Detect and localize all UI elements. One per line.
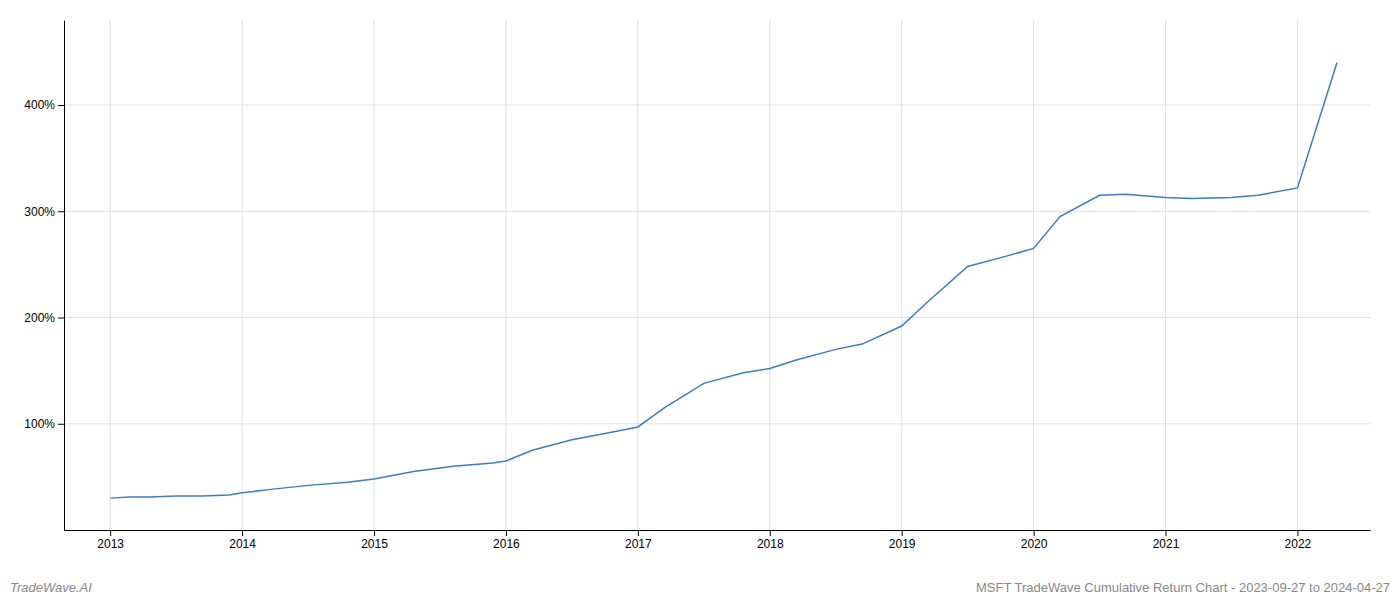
tick-mark xyxy=(506,530,507,536)
grid-line xyxy=(64,423,1370,424)
tick: 400% xyxy=(24,98,64,112)
grid-line xyxy=(505,20,506,530)
grid xyxy=(64,20,1370,530)
grid-line xyxy=(110,20,111,530)
grid-line xyxy=(374,20,375,530)
grid-line xyxy=(1297,20,1298,530)
tick-label: 2016 xyxy=(493,537,520,551)
tick: 100% xyxy=(24,417,64,431)
tick-mark xyxy=(110,530,111,536)
tick-mark xyxy=(1034,530,1035,536)
tick: 2015 xyxy=(361,530,388,551)
tick-mark xyxy=(902,530,903,536)
grid-line xyxy=(901,20,902,530)
axis-line xyxy=(64,21,65,531)
plot-area xyxy=(110,63,1337,499)
tick-mark xyxy=(374,530,375,536)
tick-label: 200% xyxy=(24,311,55,325)
tick-label: 400% xyxy=(24,98,55,112)
grid-line xyxy=(769,20,770,530)
tick: 2016 xyxy=(493,530,520,551)
grid-line xyxy=(242,20,243,530)
tick: 2022 xyxy=(1285,530,1312,551)
tick-label: 2020 xyxy=(1021,537,1048,551)
tick-label: 2013 xyxy=(97,537,124,551)
tick-mark xyxy=(242,530,243,536)
title: MSFT TradeWave Cumulative Return Chart -… xyxy=(976,580,1390,595)
tick-mark xyxy=(770,530,771,536)
tick-label: 2019 xyxy=(889,537,916,551)
tick: 2013 xyxy=(97,530,124,551)
tick-label: 2017 xyxy=(625,537,652,551)
chart: 2013 2014 2015 2016 2017 2018 2019 2020 2021 2022… xyxy=(0,0,1400,600)
axis-line xyxy=(65,530,1371,531)
grid-line xyxy=(64,317,1370,318)
tick-label: 2018 xyxy=(757,537,784,551)
tick-mark xyxy=(58,211,64,212)
tick-label: 300% xyxy=(24,205,55,219)
grid-line xyxy=(1033,20,1034,530)
tick: 2021 xyxy=(1153,530,1180,551)
grid-line xyxy=(64,211,1370,212)
tick-mark xyxy=(1166,530,1167,536)
watermark: TradeWave.AI xyxy=(10,580,92,595)
tick-mark xyxy=(58,105,64,106)
tick-label: 2022 xyxy=(1285,537,1312,551)
x-axis: 2013 2014 2015 2016 2017 2018 2019 2020 2021 2022 xyxy=(65,530,1371,551)
y-axis: 100% 200% 300% 400% xyxy=(24,21,64,531)
tick: 2020 xyxy=(1021,530,1048,551)
tick-label: 2015 xyxy=(361,537,388,551)
grid-line xyxy=(637,20,638,530)
grid-line xyxy=(1165,20,1166,530)
tick: 300% xyxy=(24,205,64,219)
tick-label: 2021 xyxy=(1153,537,1180,551)
tick-label: 2014 xyxy=(229,537,256,551)
tick-mark xyxy=(638,530,639,536)
tick: 2018 xyxy=(757,530,784,551)
tick-label: 100% xyxy=(24,417,55,431)
tick-mark xyxy=(58,318,64,319)
tick-mark xyxy=(58,424,64,425)
tick: 2017 xyxy=(625,530,652,551)
grid-line xyxy=(64,105,1370,106)
tick: 2014 xyxy=(229,530,256,551)
tick: 200% xyxy=(24,311,64,325)
tick: 2019 xyxy=(889,530,916,551)
tick-mark xyxy=(1297,530,1298,536)
data-line xyxy=(110,63,1337,499)
